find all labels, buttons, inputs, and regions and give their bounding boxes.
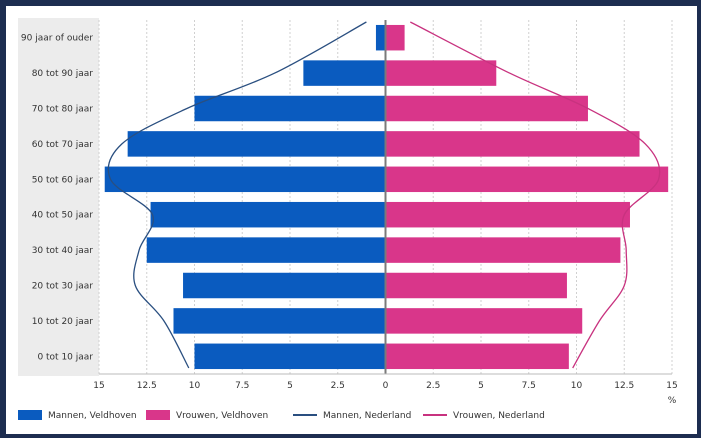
bar-vrouwen-veldhoven [385,60,497,86]
legend-swatch [18,410,42,420]
category-label: 90 jaar of ouder [21,34,93,44]
line-mannen-nederland [107,21,367,369]
x-tick-label: 5 [478,381,484,391]
x-tick-label: 10 [571,381,583,391]
x-tick-label: 0 [383,381,389,391]
bar-mannen-veldhoven [183,272,386,299]
bar-vrouwen-veldhoven [385,308,583,334]
bar-vrouwen-veldhoven [385,95,588,122]
category-label: 0 tot 10 jaar [37,352,93,362]
category-label: 30 tot 40 jaar [32,246,94,256]
x-tick-label: 2.5 [331,381,345,391]
category-label: 60 tot 70 jaar [32,140,94,150]
bar-mannen-veldhoven [303,60,386,86]
bar-mannen-veldhoven [375,24,386,51]
x-tick-label: 7.5 [235,381,249,391]
bar-vrouwen-veldhoven [385,343,569,370]
legend-swatch [146,410,170,420]
category-label: 80 tot 90 jaar [32,69,94,79]
legend-label: Mannen, Nederland [323,411,411,421]
x-tick-label: 15 [666,381,677,391]
bar-mannen-veldhoven [194,95,386,122]
bar-mannen-veldhoven [104,166,386,193]
x-tick-label: 15 [93,381,104,391]
line-vrouwen-nederland [410,21,661,369]
x-tick-label: 10 [189,381,201,391]
x-tick-label: 2.5 [426,381,440,391]
bar-mannen-veldhoven [150,201,386,228]
chart-container: 0 tot 10 jaar 10 tot 20 jaar 20 tot 30 jaa… [6,6,697,434]
x-tick-label: 12.5 [137,381,157,391]
category-label: 20 tot 30 jaar [32,282,94,292]
x-tick-label: 5 [287,381,293,391]
bar-mannen-veldhoven [173,308,386,334]
x-tick-label: 7.5 [522,381,536,391]
x-unit-label: % [668,396,677,406]
bar-vrouwen-veldhoven [385,131,640,157]
bar-vrouwen-veldhoven [385,272,567,299]
legend-label: Mannen, Veldhoven [48,411,137,421]
legend-label: Vrouwen, Nederland [453,411,545,421]
bar-mannen-veldhoven [146,237,386,263]
category-label-panel [18,18,99,376]
category-label: 50 tot 60 jaar [32,175,94,185]
bar-vrouwen-veldhoven [385,24,405,51]
population-pyramid-chart: 0 tot 10 jaar 10 tot 20 jaar 20 tot 30 jaa… [18,18,678,421]
bar-mannen-veldhoven [194,343,386,370]
bar-mannen-veldhoven [127,131,386,157]
legend-label: Vrouwen, Veldhoven [176,411,268,421]
x-tick-label: 12.5 [614,381,634,391]
bar-vrouwen-veldhoven [385,237,621,263]
bar-vrouwen-veldhoven [385,201,630,228]
category-label: 10 tot 20 jaar [32,317,94,327]
category-label: 40 tot 50 jaar [32,211,94,221]
category-label: 70 tot 80 jaar [32,105,94,115]
bar-vrouwen-veldhoven [385,166,669,193]
